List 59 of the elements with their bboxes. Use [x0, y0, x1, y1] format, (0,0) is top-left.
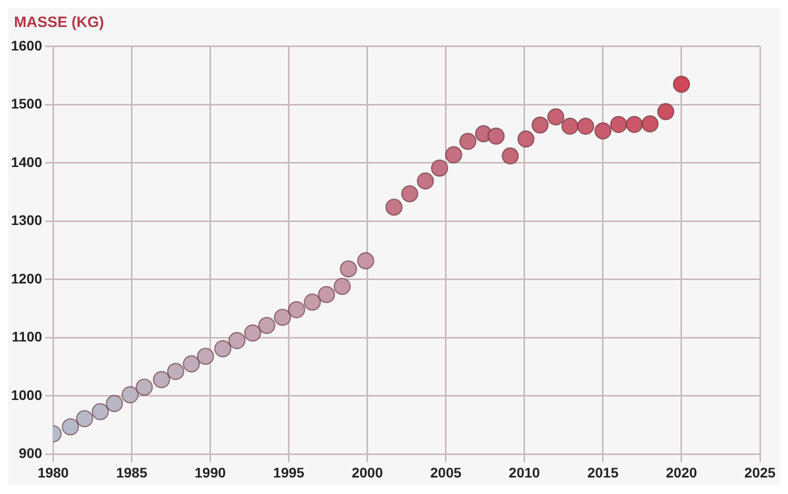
y-axis-title: MASSE (KG) — [13, 13, 105, 33]
point — [459, 132, 476, 150]
point — [488, 128, 505, 145]
y-tick-label: 1400 — [10, 154, 42, 170]
point — [340, 260, 358, 278]
point — [167, 362, 184, 380]
x-tick-label: 1995 — [273, 464, 305, 480]
point — [228, 332, 246, 350]
x-tick-label: 1990 — [194, 464, 226, 480]
point — [657, 103, 674, 120]
point — [62, 418, 80, 436]
x-tick-label: 2015 — [587, 464, 619, 480]
point — [274, 308, 292, 326]
point — [76, 410, 94, 428]
point — [416, 172, 434, 190]
point — [182, 355, 200, 372]
y-tick-label: 1300 — [10, 212, 42, 228]
point — [561, 118, 579, 135]
point — [122, 386, 139, 404]
point — [401, 185, 418, 202]
point — [106, 394, 124, 412]
point — [214, 340, 232, 358]
point — [288, 301, 306, 318]
point — [334, 278, 351, 296]
point — [385, 198, 403, 216]
point — [258, 316, 276, 334]
point — [641, 115, 659, 132]
point — [577, 118, 594, 135]
point — [357, 252, 374, 270]
point — [136, 378, 153, 396]
point — [672, 76, 690, 93]
point — [502, 147, 519, 165]
point — [152, 371, 170, 388]
x-tick-label: 2025 — [744, 464, 776, 480]
y-tick-label: 1500 — [10, 96, 42, 112]
x-tick-label: 1985 — [116, 464, 148, 480]
point — [594, 122, 612, 140]
y-tick-label: 1000 — [10, 386, 42, 403]
point — [517, 130, 535, 148]
x-tick-label: 2010 — [508, 464, 540, 480]
y-tick-label: 1200 — [10, 270, 42, 286]
x-tick-label: 2005 — [430, 464, 462, 480]
point — [92, 403, 109, 420]
point — [244, 324, 262, 342]
point — [445, 146, 462, 164]
point — [318, 286, 336, 304]
x-tick-label: 1980 — [38, 464, 69, 480]
point — [430, 160, 448, 177]
point — [531, 116, 549, 134]
point — [304, 294, 321, 311]
point — [547, 108, 564, 126]
y-tick-label: 1600 — [10, 37, 42, 54]
y-tick-label: 1100 — [12, 328, 42, 345]
point — [626, 116, 643, 134]
x-tick-label: 2020 — [666, 464, 698, 480]
point — [196, 348, 214, 365]
y-tick-label: 900 — [18, 445, 42, 462]
x-tick-label: 2000 — [352, 464, 384, 480]
point — [610, 116, 628, 134]
